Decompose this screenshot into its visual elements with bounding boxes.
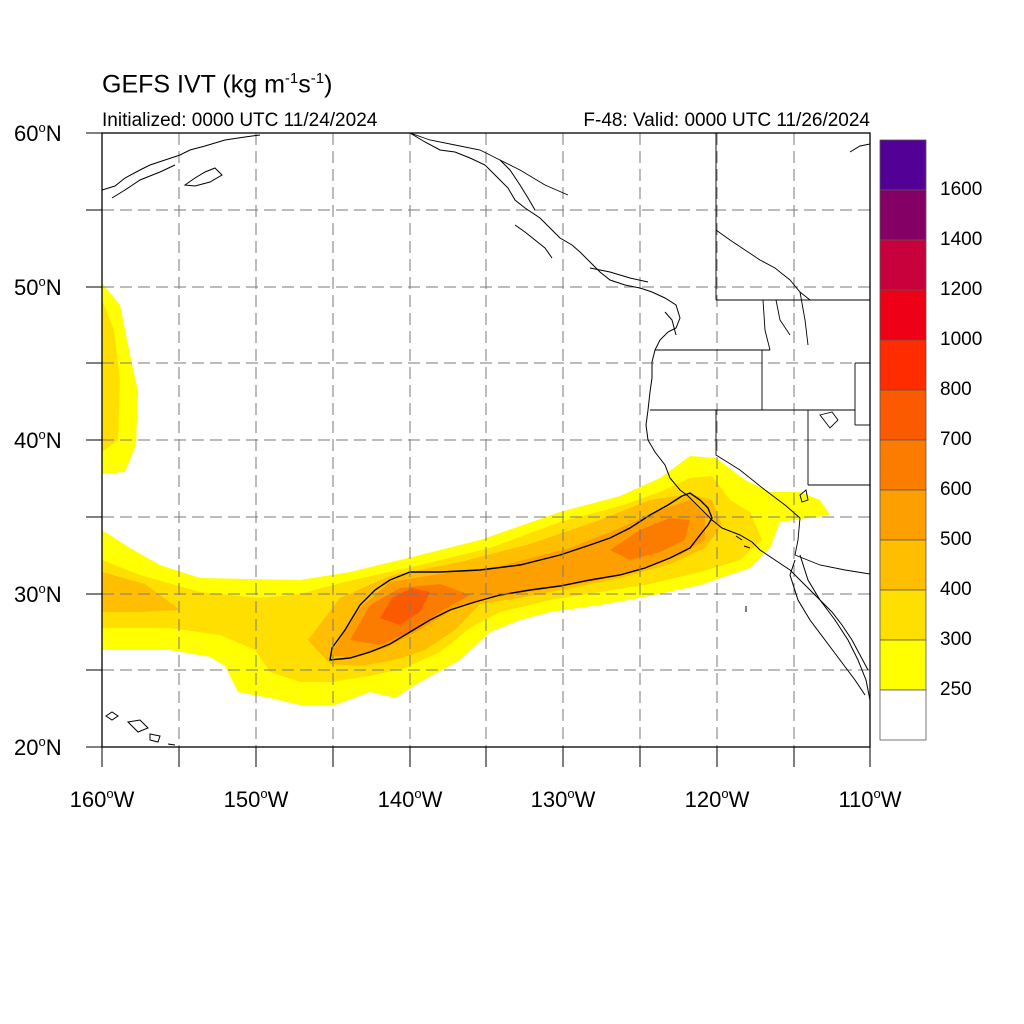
colorbar-label-400: 400 bbox=[940, 579, 972, 600]
colorbar-label-500: 500 bbox=[940, 529, 972, 550]
colorbar-swatch-8 bbox=[879, 489, 927, 541]
lat-label-40n: 40oN bbox=[14, 427, 62, 453]
colorbar-label-250: 250 bbox=[940, 679, 972, 700]
ivt-500-contour bbox=[329, 492, 713, 661]
colorbar-swatch-7 bbox=[879, 439, 927, 491]
colorbar-swatch-6 bbox=[879, 389, 927, 441]
lat-label-30n: 30oN bbox=[14, 581, 62, 607]
colorbar-label-700: 700 bbox=[940, 429, 972, 450]
colorbar-swatch-3 bbox=[879, 239, 927, 291]
graticule bbox=[102, 133, 870, 747]
political-boundaries bbox=[409, 133, 870, 575]
lon-label-120w: 120oW bbox=[684, 786, 750, 812]
map-title: GEFS IVT (kg m-1s-1) bbox=[102, 70, 333, 99]
lon-label-160w: 160oW bbox=[69, 786, 135, 812]
lat-label-50n: 50oN bbox=[14, 274, 62, 300]
colorbar-label-300: 300 bbox=[940, 629, 972, 650]
colorbar-label-800: 800 bbox=[940, 379, 972, 400]
colorbar-swatch-12 bbox=[879, 689, 927, 741]
colorbar bbox=[879, 139, 927, 741]
lat-label-20n: 20oN bbox=[14, 734, 62, 760]
colorbar-label-1000: 1000 bbox=[940, 329, 983, 350]
colorbar-swatch-5 bbox=[879, 339, 927, 391]
lat-label-60n: 60oN bbox=[14, 120, 62, 146]
colorbar-swatch-1 bbox=[879, 139, 927, 191]
colorbar-label-1600: 1600 bbox=[940, 179, 983, 200]
colorbar-swatch-11 bbox=[879, 639, 927, 691]
colorbar-swatch-9 bbox=[879, 539, 927, 591]
lon-label-110w: 110oW bbox=[838, 786, 902, 812]
colorbar-swatch-10 bbox=[879, 589, 927, 641]
lon-label-150w: 150oW bbox=[223, 786, 289, 812]
valid-time-label: F-48: Valid: 0000 UTC 11/26/2024 bbox=[583, 110, 870, 131]
lon-label-140w: 140oW bbox=[377, 786, 443, 812]
colorbar-swatch-4 bbox=[879, 289, 927, 341]
colorbar-label-1400: 1400 bbox=[940, 229, 983, 250]
init-time-label: Initialized: 0000 UTC 11/24/2024 bbox=[102, 110, 378, 131]
ivt-band-700 bbox=[380, 588, 430, 625]
colorbar-label-1200: 1200 bbox=[940, 279, 983, 300]
ivt-band-300-north bbox=[102, 300, 120, 452]
ivt-band-600 bbox=[350, 518, 690, 645]
colorbar-swatch-2 bbox=[879, 189, 927, 241]
colorbar-label-600: 600 bbox=[940, 479, 972, 500]
ivt-shading bbox=[102, 283, 830, 705]
lon-label-130w: 130oW bbox=[530, 786, 596, 812]
map-frame bbox=[86, 132, 871, 767]
